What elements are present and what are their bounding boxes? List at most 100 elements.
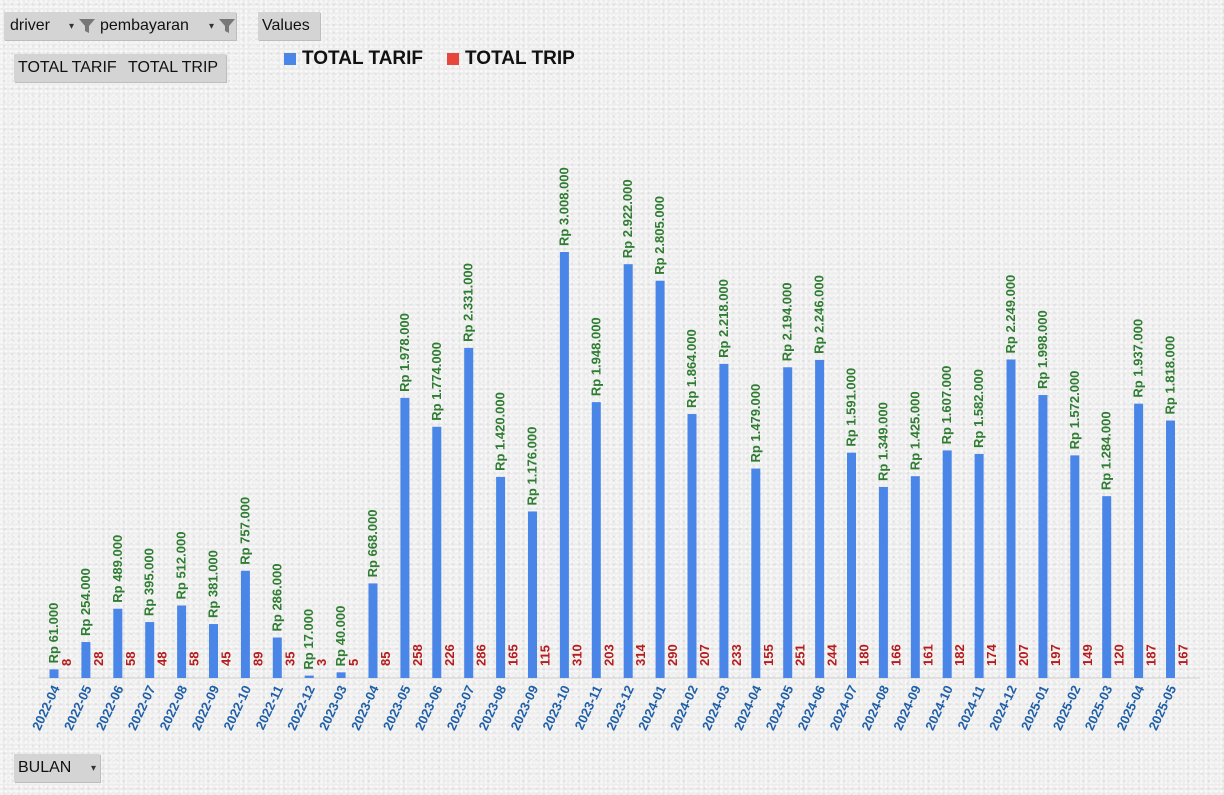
values-field-button[interactable]: Values	[258, 12, 320, 40]
tarif-bar	[559, 252, 569, 678]
trip-value-label: 174	[984, 644, 999, 666]
tarif-bar	[304, 675, 314, 678]
tarif-bar	[1070, 455, 1080, 678]
total-trip-field-button[interactable]: TOTAL TRIP	[124, 54, 226, 82]
chart-legend: TOTAL TARIF TOTAL TRIP	[284, 48, 587, 70]
pembayaran-filter-button[interactable]: pembayaran ▾	[96, 12, 236, 40]
tarif-value-label: Rp 1.582.000	[971, 369, 986, 448]
trip-value-label: 48	[155, 652, 170, 666]
tarif-bar	[145, 622, 155, 678]
legend-item-tarif[interactable]: TOTAL TARIF	[284, 48, 423, 70]
tarif-bar	[1134, 403, 1144, 678]
trip-value-label: 35	[282, 652, 297, 666]
legend-swatch-trip	[447, 53, 460, 65]
tarif-bar	[687, 414, 697, 678]
tarif-bar	[1102, 496, 1112, 678]
tarif-bar	[910, 476, 920, 678]
tarif-value-label: Rp 2.249.000	[1003, 275, 1018, 354]
trip-value-label: 203	[601, 644, 616, 666]
trip-value-label: 155	[761, 644, 776, 666]
trip-value-label: 167	[1176, 644, 1191, 666]
trip-value-label: 310	[569, 644, 584, 666]
x-tick-label: 2025-02	[1050, 683, 1084, 733]
x-tick-label: 2023-07	[444, 683, 478, 733]
trip-value-label: 165	[506, 644, 521, 666]
tarif-bar	[528, 511, 537, 678]
values-label: Values	[262, 17, 310, 34]
trip-value-label: 187	[1144, 644, 1159, 666]
tarif-value-label: Rp 1.818.000	[1163, 336, 1178, 415]
x-tick-label: 2023-03	[316, 683, 350, 733]
trip-value-label: 8	[59, 659, 74, 666]
x-tick-label: 2024-12	[986, 683, 1020, 733]
x-tick-label: 2024-08	[858, 683, 892, 733]
x-tick-label: 2022-05	[61, 683, 95, 733]
funnel-icon	[79, 19, 95, 33]
trip-value-label: 207	[697, 644, 712, 666]
tarif-value-label: Rp 2.218.000	[716, 279, 731, 358]
x-tick-label: 2023-08	[476, 683, 510, 733]
tarif-value-label: Rp 2.331.000	[461, 263, 476, 342]
legend-item-trip[interactable]: TOTAL TRIP	[447, 48, 575, 70]
tarif-bar	[368, 583, 378, 678]
tarif-bar	[591, 402, 601, 678]
x-tick-label: 2024-09	[890, 683, 924, 733]
tarif-bar	[974, 453, 984, 678]
bulan-field-button[interactable]: BULAN ▾	[14, 754, 100, 782]
trip-value-label: 286	[474, 644, 489, 666]
x-tick-label: 2024-04	[731, 682, 765, 732]
x-tick-label: 2025-05	[1145, 683, 1179, 733]
tarif-value-label: Rp 1.864.000	[684, 329, 699, 408]
tarif-value-label: Rp 3.008.000	[556, 167, 571, 246]
trip-value-label: 182	[952, 644, 967, 666]
tarif-bar	[1166, 420, 1175, 678]
tarif-bar	[847, 452, 856, 678]
tarif-bar	[336, 672, 346, 678]
trip-value-label: 314	[633, 644, 648, 666]
x-tick-label: 2023-05	[380, 683, 414, 733]
x-tick-label: 2024-07	[826, 683, 860, 733]
trip-value-label: 45	[219, 652, 234, 666]
x-tick-label: 2024-03	[699, 683, 733, 733]
tarif-bar	[878, 486, 888, 678]
trip-value-label: 85	[378, 652, 393, 666]
funnel-icon	[219, 19, 235, 33]
tarif-bar	[496, 476, 506, 678]
x-tick-label: 2022-04	[29, 682, 63, 732]
tarif-value-label: Rp 1.420.000	[493, 392, 508, 471]
tarif-bar	[719, 363, 729, 678]
x-tick-label: 2022-06	[93, 683, 127, 733]
tarif-value-label: Rp 1.176.000	[525, 427, 540, 506]
driver-filter-button[interactable]: driver ▾	[4, 12, 96, 40]
trip-value-label: 3	[314, 659, 329, 666]
tarif-bar	[432, 426, 442, 678]
x-tick-label: 2024-02	[667, 683, 701, 733]
x-tick-label: 2023-04	[348, 682, 382, 732]
dropdown-arrow-icon: ▾	[90, 762, 96, 774]
trip-value-label: 120	[1112, 644, 1127, 666]
tarif-value-label: Rp 17.000	[301, 609, 316, 670]
trip-value-label: 290	[665, 644, 680, 666]
tarif-bar	[113, 608, 123, 678]
tarif-bar	[49, 669, 59, 678]
tarif-value-label: Rp 2.922.000	[620, 179, 635, 258]
x-tick-label: 2025-04	[1114, 682, 1148, 732]
trip-value-label: 89	[250, 652, 265, 666]
tarif-value-label: Rp 1.948.000	[588, 317, 603, 396]
tarif-bar	[783, 367, 793, 678]
tarif-value-label: Rp 2.805.000	[652, 196, 667, 275]
tarif-value-label: Rp 512.000	[174, 532, 189, 600]
tarif-value-label: Rp 2.194.000	[780, 282, 795, 361]
tarif-value-label: Rp 1.774.000	[429, 342, 444, 421]
x-tick-label: 2025-03	[1082, 683, 1116, 733]
bulan-field-label: BULAN	[18, 759, 72, 776]
total-tarif-field-button[interactable]: TOTAL TARIF	[14, 54, 124, 82]
tarif-value-label: Rp 1.349.000	[875, 402, 890, 481]
total-tarif-field-label: TOTAL TARIF	[18, 59, 117, 76]
trip-value-label: 58	[187, 652, 202, 666]
trip-value-label: 180	[857, 644, 872, 666]
tarif-value-label: Rp 2.246.000	[812, 275, 827, 354]
legend-swatch-tarif	[284, 53, 296, 65]
trip-value-label: 233	[729, 644, 744, 666]
